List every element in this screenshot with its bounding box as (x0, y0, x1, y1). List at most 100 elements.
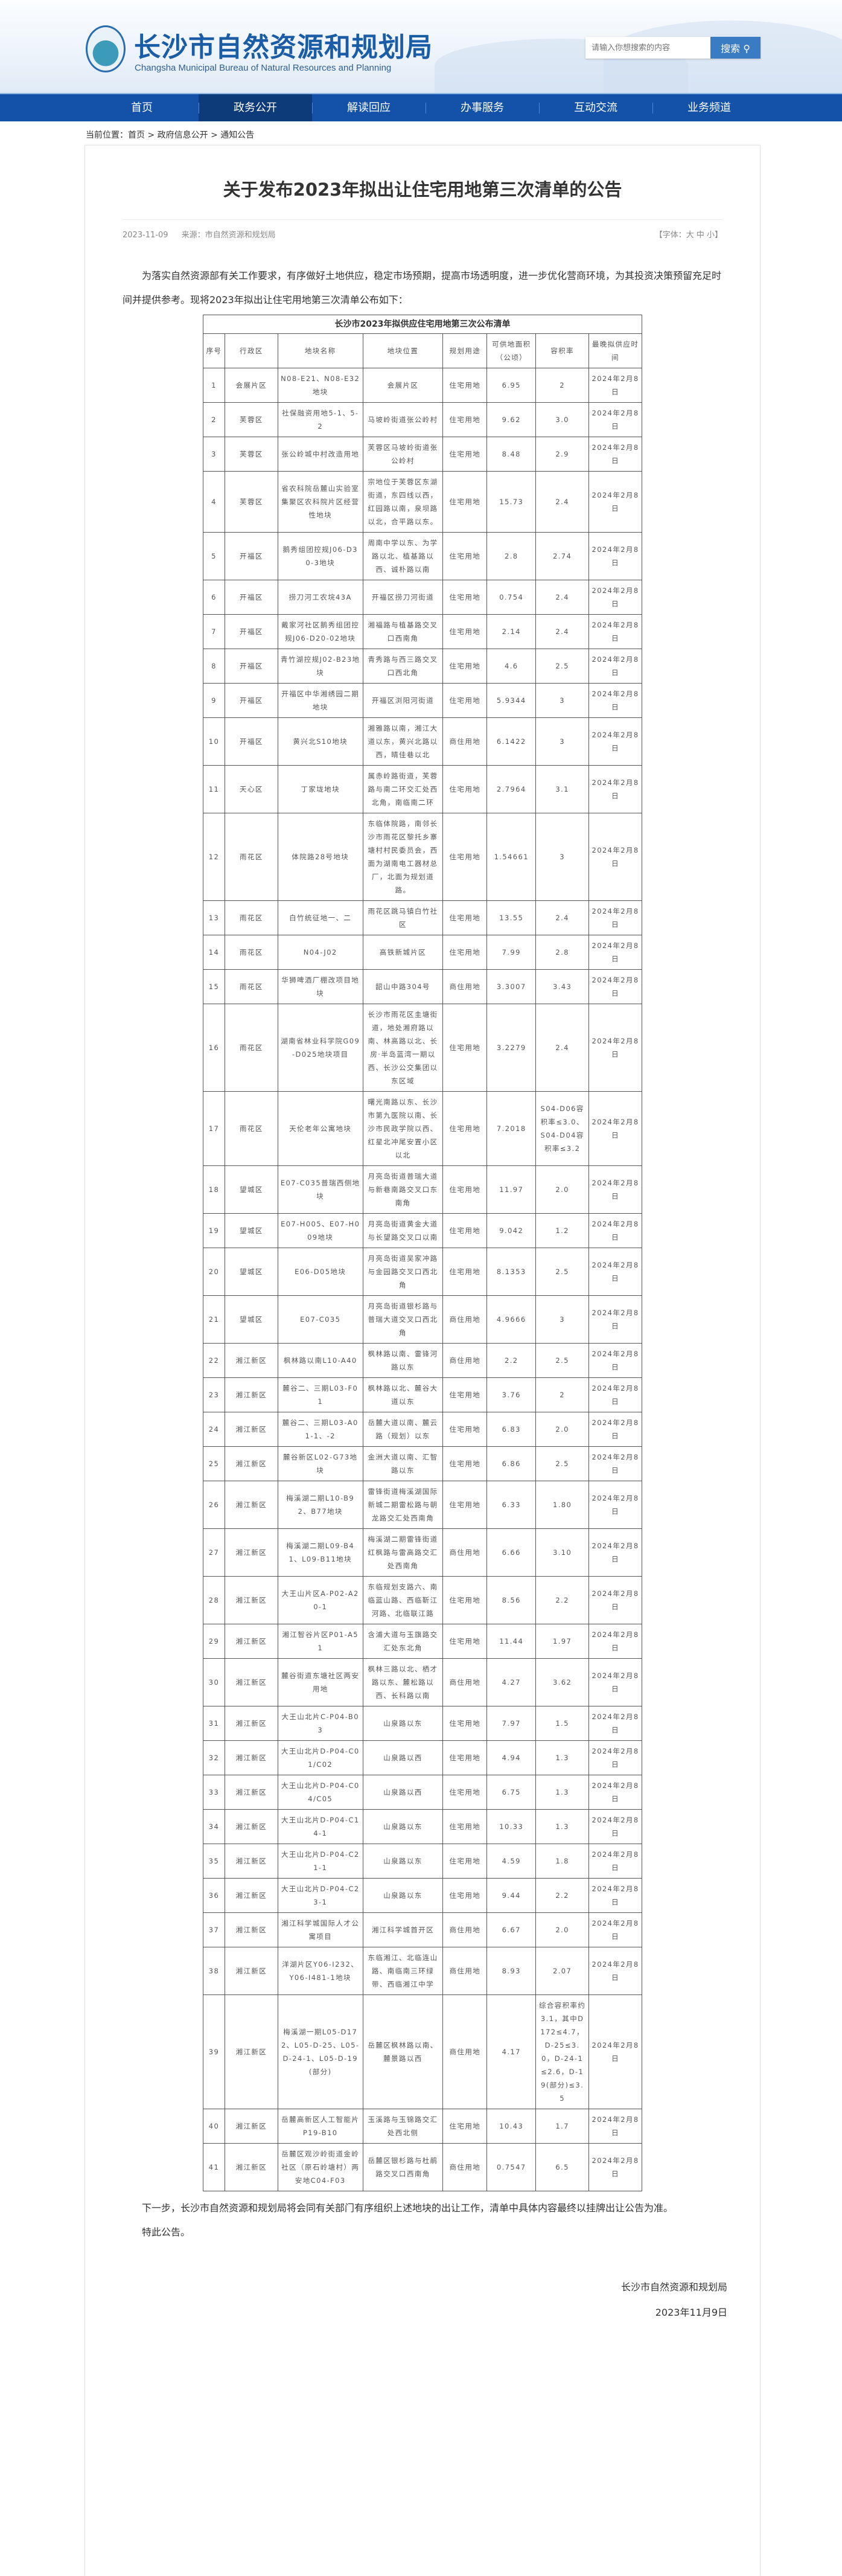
cell-ratio: 3.10 (535, 1528, 590, 1577)
cell-name: 岳麓区观沙岭街道金岭社区（原石岭塘村）两安地C04-F03 (277, 2143, 363, 2191)
nav-interpretation[interactable]: 解读回应 (312, 94, 426, 121)
font-size-control[interactable]: 【字体：大 中 小】 (654, 231, 722, 240)
cell-district: 湘江新区 (224, 1528, 278, 1577)
article-source: 来源：市自然资源和规划局 (181, 231, 276, 240)
cell-area: 2.8 (486, 532, 537, 580)
table-row: 31 湘江新区 大王山北片C-P04-B03 山泉路以东 住宅用地 7.97 1.5 2024… (203, 1706, 642, 1741)
cell-ratio: 2.4 (535, 580, 590, 615)
cell-name: N04-J02 (277, 935, 363, 970)
cell-district: 湘江新区 (224, 1576, 278, 1624)
table-row: 14 雨花区 N04-J02 高铁新城片区 住宅用地 7.99 2.8 2024年2月8日 (203, 935, 642, 970)
cell-location: 枫林路以南、雷锋河路以东 (362, 1343, 444, 1378)
cell-location: 高铁新城片区 (362, 935, 444, 970)
cell-area: 8.56 (486, 1576, 537, 1624)
cell-area: 4.17 (486, 1994, 537, 2109)
cell-no: 5 (203, 532, 225, 580)
table-row: 32 湘江新区 大王山北片D-P04-C01/C02 山泉路以西 住宅用地 4.94 1.3… (203, 1740, 642, 1775)
cell-no: 2 (203, 402, 225, 437)
cell-use: 住宅用地 (442, 1740, 488, 1775)
cell-location: 山泉路以东 (362, 1809, 444, 1844)
cell-no: 28 (203, 1576, 225, 1624)
table-row: 24 湘江新区 麓谷二、三期L03-A01-1、-2 岳麓大道以南、麓云路（规划）以东… (203, 1412, 642, 1447)
cell-location: 岳麓区银杉路与杜鹃路交叉口西南角 (362, 2143, 444, 2191)
table-row: 33 湘江新区 大王山北片D-P04-C04/C05 山泉路以西 住宅用地 6.75 1.3… (203, 1775, 642, 1810)
cell-time: 2024年2月8日 (588, 649, 642, 684)
cell-use: 住宅用地 (442, 437, 488, 472)
closing-paragraph: 下一步，长沙市自然资源和规划局将会同有关部门有序组织上述地块的出让工作，清单中具… (142, 2202, 674, 2214)
table-caption: 长沙市2023年拟供应住宅用地第三次公布清单 (203, 315, 642, 334)
nav-home[interactable]: 首页 (131, 101, 153, 114)
cell-no: 35 (203, 1844, 225, 1879)
cell-location: 东临规划支路六、南临蓝山路、西临靳江河路、北临联江路 (362, 1576, 444, 1624)
cell-use: 住宅用地 (442, 1706, 488, 1741)
cell-district: 会展片区 (224, 368, 278, 403)
header-col-area: 可供地面积（公顷） (486, 333, 537, 368)
cell-ratio: 3 (535, 717, 590, 766)
cell-district: 芙蓉区 (224, 402, 278, 437)
cell-district: 湘江新区 (224, 2109, 278, 2144)
cell-area: 8.93 (486, 1947, 537, 1995)
cell-use: 住宅用地 (442, 1481, 488, 1529)
nav-business[interactable]: 业务频道 (652, 94, 766, 121)
cell-district: 湘江新区 (224, 1658, 278, 1706)
search-icon: ⚲ (743, 43, 750, 54)
cell-time: 2024年2月8日 (588, 437, 642, 472)
cell-use: 住宅用地 (442, 649, 488, 684)
cell-area: 4.27 (486, 1658, 537, 1706)
cell-no: 29 (203, 1624, 225, 1659)
cell-location: 梅溪湖二期雷锋街道红枫路与雷高路交汇处西南角 (362, 1528, 444, 1577)
header-col-location: 地块位置 (362, 333, 444, 368)
cell-time: 2024年2月8日 (588, 1481, 642, 1529)
cell-no: 14 (203, 935, 225, 970)
cell-time: 2024年2月8日 (588, 471, 642, 533)
table-row: 1 会展片区 N08-E21、N08-E32地块 会展片区 住宅用地 6.95 2 2024年… (203, 368, 642, 403)
cell-location: 岳麓区枫林路以南、麓景路以西 (362, 1994, 444, 2109)
cell-district: 开福区 (224, 580, 278, 615)
cell-location: 雷锋街道梅溪湖国际新城二期雷松路与朝龙路交汇处西南角 (362, 1481, 444, 1529)
nav-services[interactable]: 办事服务 (426, 94, 539, 121)
cell-area: 7.97 (486, 1706, 537, 1741)
search-input[interactable] (585, 37, 710, 59)
cell-time: 2024年2月8日 (588, 402, 642, 437)
cell-location: 月亮岛街道普瑞大道与新巷南路交叉口东南角 (362, 1165, 444, 1214)
cell-time: 2024年2月8日 (588, 765, 642, 813)
cell-district: 湘江新区 (224, 1740, 278, 1775)
cell-time: 2024年2月8日 (588, 1528, 642, 1577)
cell-area: 6.1422 (486, 717, 537, 766)
cell-location: 月亮岛街道吴家冲路与金园路交叉口西北角 (362, 1248, 444, 1296)
cell-district: 湘江新区 (224, 1994, 278, 2109)
cell-no: 40 (203, 2109, 225, 2144)
cell-use: 商住用地 (442, 1912, 488, 1947)
nav-interaction[interactable]: 互动交流 (539, 94, 652, 121)
cell-area: 9.44 (486, 1878, 537, 1913)
cell-use: 住宅用地 (442, 1446, 488, 1481)
breadcrumb-gov-info[interactable]: 政府信息公开 (157, 130, 208, 140)
cell-area: 11.44 (486, 1624, 537, 1659)
cell-time: 2024年2月8日 (588, 717, 642, 766)
table-row: 30 湘江新区 麓谷街道东塘社区两安用地 枫林三路以北、栖才路以东、麓松路以西、长科路… (203, 1658, 642, 1706)
cell-no: 26 (203, 1481, 225, 1529)
cell-name: 大王山北片D-P04-C01/C02 (277, 1740, 363, 1775)
cell-location: 山泉路以西 (362, 1775, 444, 1810)
cell-use: 住宅用地 (442, 1775, 488, 1810)
search-button[interactable]: 搜索 ⚲ (710, 37, 761, 59)
cell-ratio: 1.8 (535, 1844, 590, 1879)
cell-no: 33 (203, 1775, 225, 1810)
cell-name: 白竹统征地一、二 (277, 900, 363, 935)
cell-area: 0.7547 (486, 2143, 537, 2191)
cell-ratio: 2.07 (535, 1947, 590, 1995)
cell-use: 住宅用地 (442, 532, 488, 580)
cell-name: 梅溪湖二期L09-B41、L09-B11地块 (277, 1528, 363, 1577)
table-row: 4 芙蓉区 省农科院岳麓山实验室集聚区农科院片区经营性地块 宗地位于芙蓉区东湖街道，东… (203, 471, 642, 533)
cell-district: 湘江新区 (224, 1343, 278, 1378)
cell-name: 丁家垅地块 (277, 765, 363, 813)
breadcrumb-home[interactable]: 首页 (128, 130, 145, 140)
cell-no: 39 (203, 1994, 225, 2109)
cell-ratio: 2.0 (535, 1912, 590, 1947)
bureau-logo[interactable] (86, 25, 126, 72)
nav-gov-affairs[interactable]: 政务公开 (199, 94, 312, 121)
cell-time: 2024年2月8日 (588, 1446, 642, 1481)
cell-ratio: 2.5 (535, 1343, 590, 1378)
breadcrumb-notices[interactable]: 通知公告 (220, 130, 255, 140)
cell-use: 住宅用地 (442, 580, 488, 615)
